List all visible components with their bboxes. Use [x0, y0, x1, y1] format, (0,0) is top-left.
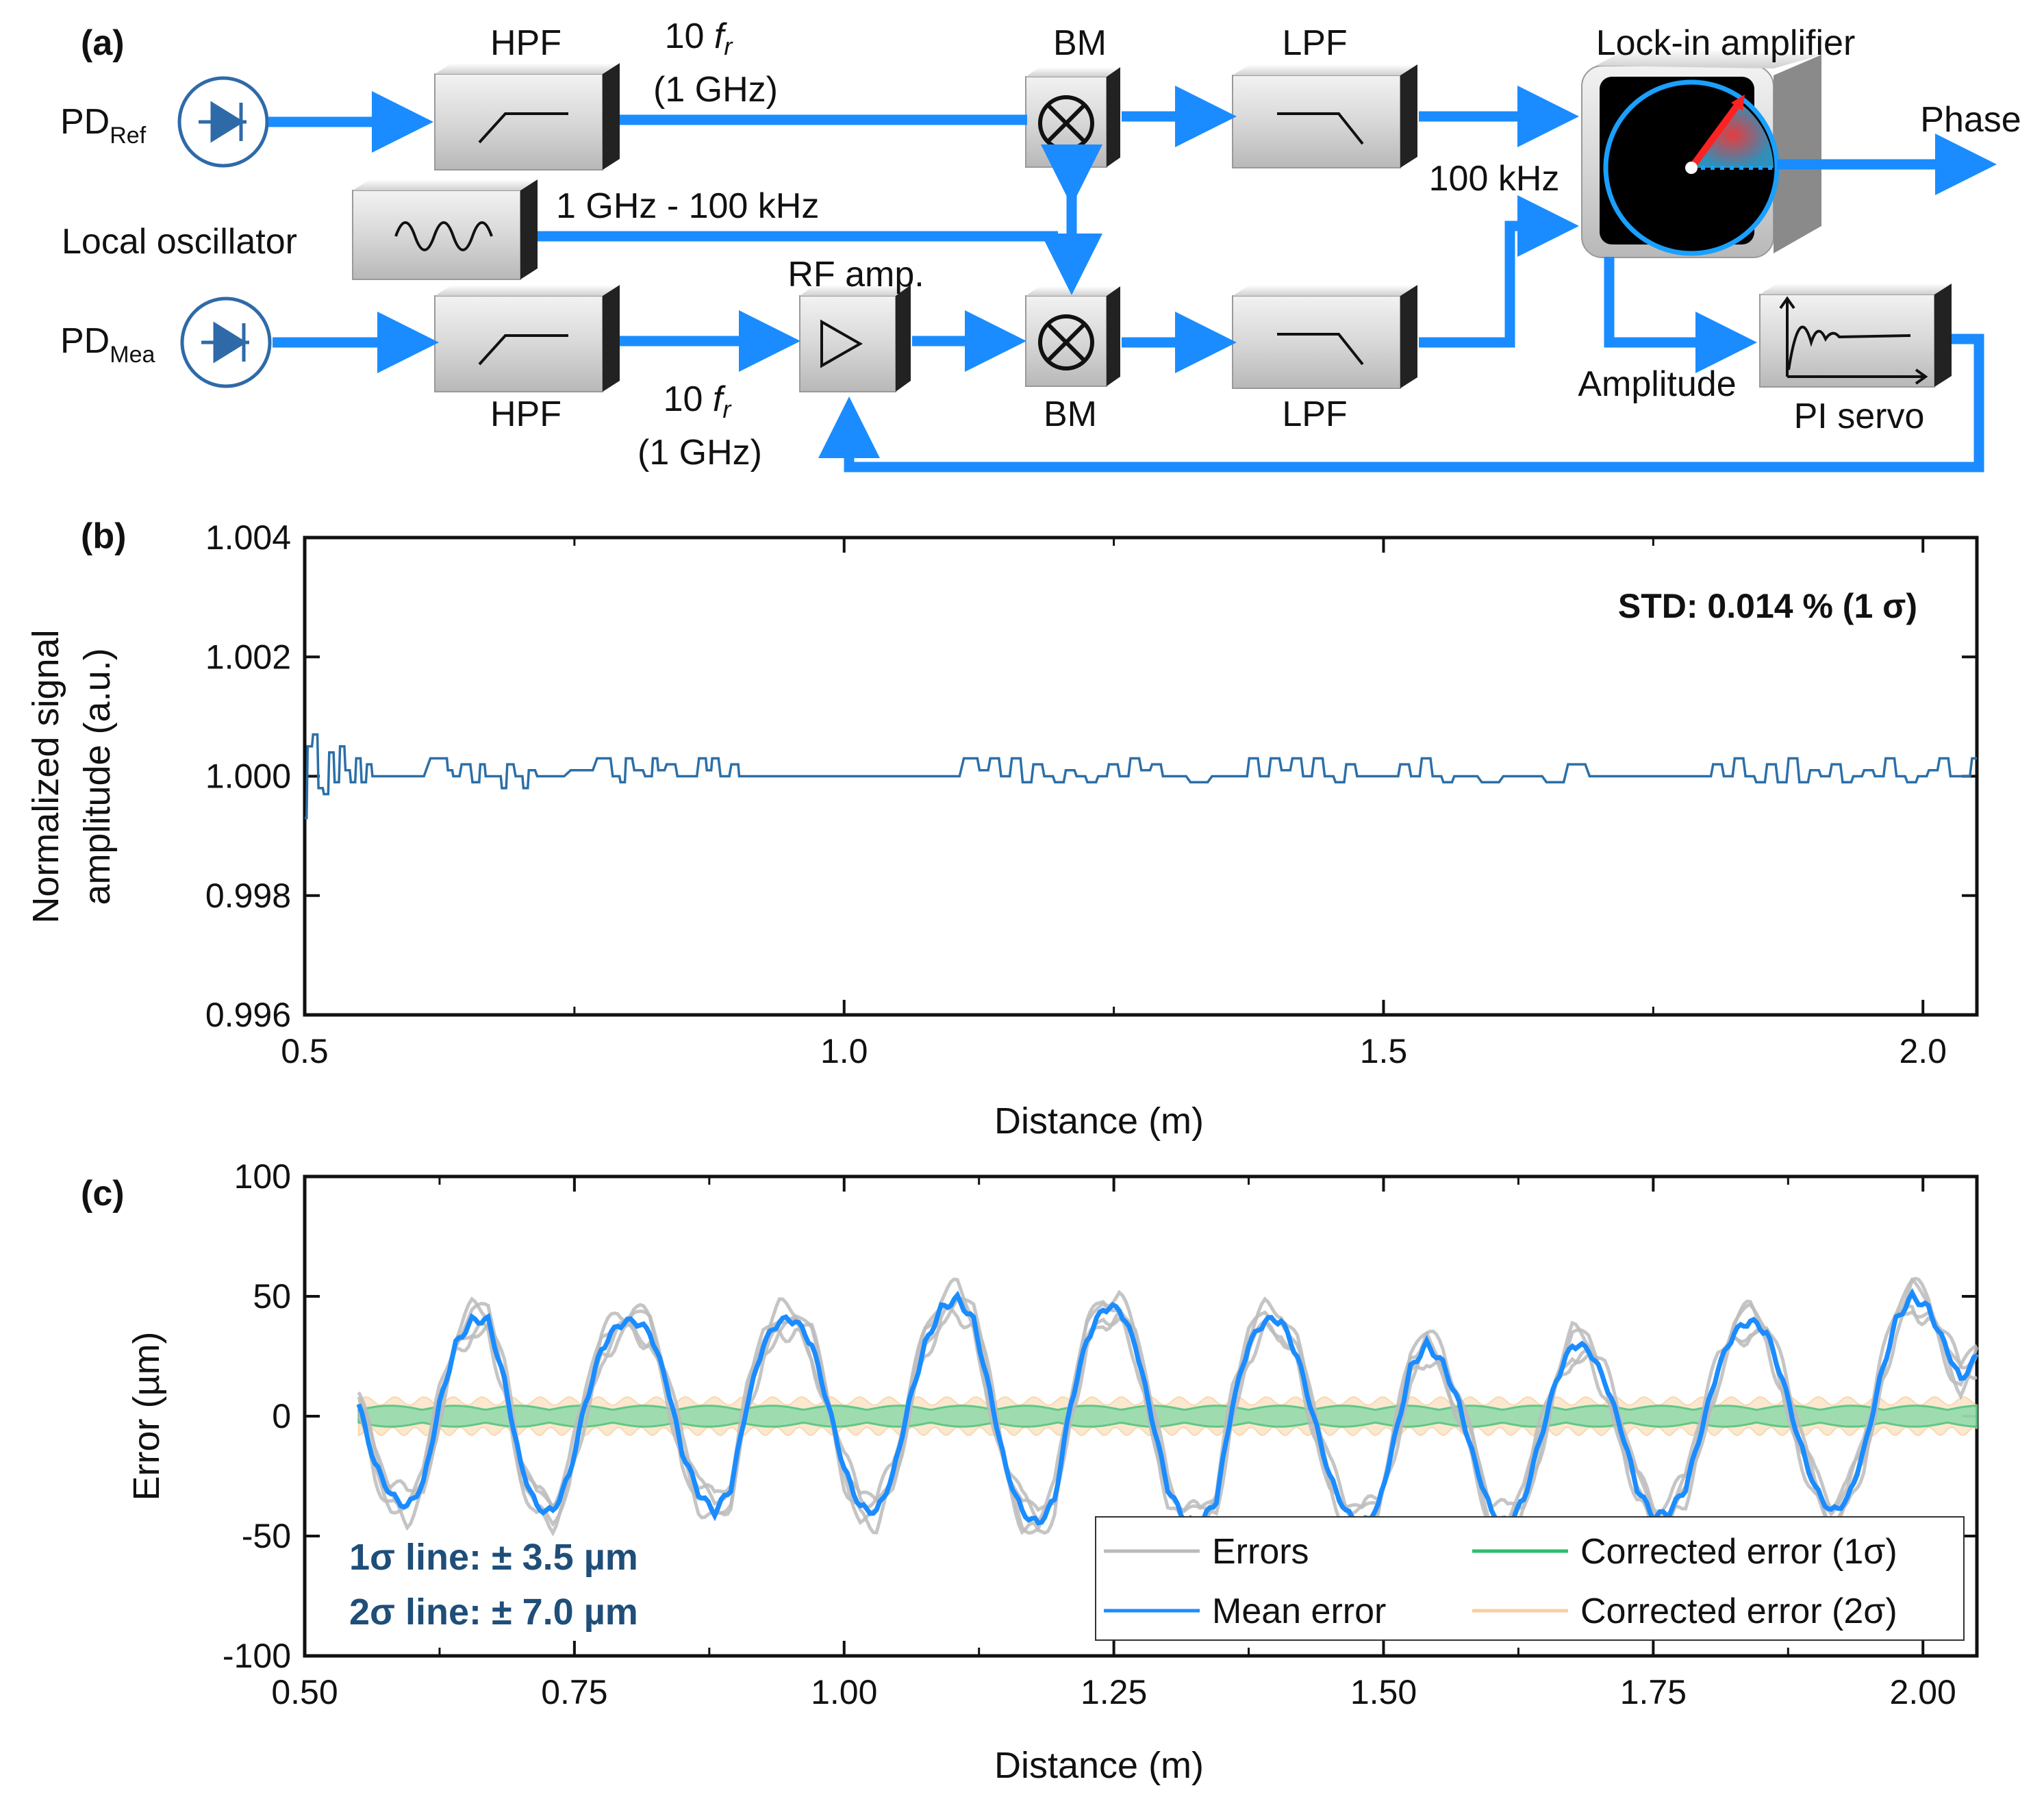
c-ytick-label: 100 [234, 1157, 291, 1196]
c-xtick-label: 2.00 [1890, 1673, 1956, 1711]
lock-in-amplifier-label: Lock-in amplifier [1596, 23, 1856, 63]
pi-servo-box [1759, 284, 1952, 388]
std-annotation: STD: 0.014 % (1 σ) [1618, 587, 1917, 625]
b-xtick-label: 1.0 [820, 1032, 868, 1070]
photodiode-mea-icon [180, 297, 272, 388]
panel-b-label: (b) [81, 516, 126, 556]
b-ytick-label: 0.998 [205, 877, 291, 915]
phase-label: Phase [1920, 100, 2021, 140]
c-xtick-label: 0.50 [271, 1673, 338, 1711]
b-xtick-label: 2.0 [1899, 1032, 1947, 1070]
block-diagram: (a) PDRef PDMea [60, 16, 2021, 473]
lock-in-amplifier-box [1581, 48, 1821, 258]
b-xtick-label: 1.5 [1360, 1032, 1408, 1070]
lpf-top-label: LPF [1282, 23, 1347, 63]
legend-label-corrected-2sigma: Corrected error (2σ) [1580, 1592, 1897, 1631]
x-axis-title-b: Distance (m) [994, 1100, 1204, 1142]
pi-servo-label: PI servo [1794, 397, 1925, 436]
freq-bottom-line1: 10 fr [664, 379, 733, 423]
legend-label-corrected-1sigma: Corrected error (1σ) [1580, 1532, 1897, 1572]
series-normalized-amplitude [305, 733, 1977, 820]
c-xtick-label: 0.75 [541, 1673, 607, 1711]
c-ytick-label: -50 [242, 1517, 291, 1555]
hpf-bottom-box [434, 285, 620, 392]
x-axis-title-c: Distance (m) [994, 1745, 1204, 1786]
bm-bottom-box [1025, 286, 1120, 387]
photodiode-ref-icon [177, 76, 269, 168]
freq-top-line1: 10 fr [665, 16, 734, 60]
legend: Errors Mean error Corrected error (1σ) C… [1095, 1516, 1965, 1641]
bm-top-box [1025, 67, 1120, 168]
local-oscillator-label: Local oscillator [62, 222, 297, 262]
freq-bottom-line2: (1 GHz) [638, 433, 762, 473]
bm-top-label: BM [1053, 23, 1107, 63]
local-oscillator-box [352, 179, 538, 280]
lpf-bottom-label: LPF [1282, 394, 1347, 434]
y-axis-title-b-line1: Normalized signal [25, 629, 66, 923]
series-mean-error [356, 1287, 1979, 1532]
signal-arrows [268, 86, 1997, 473]
lpf-top-box [1232, 64, 1417, 168]
y-axis-title-b-line2: amplitude (a.u.) [77, 648, 118, 905]
amplitude-chart: (b) 0.996 0.998 1.000 1.002 1.004 0.5 1.0 1.5 2… [25, 516, 1979, 1142]
b-xtick-label: 0.5 [281, 1032, 329, 1070]
b-ytick-label: 1.000 [205, 757, 291, 796]
panel-a-label: (a) [81, 23, 125, 63]
b-ytick-label: 1.002 [205, 638, 291, 676]
legend-box [1095, 1516, 1965, 1641]
error-chart: (c) -100 -50 0 50 100 0.50 0.75 1.00 1.25 1.50 1.… [81, 1157, 1979, 1786]
one-sigma-note: 1σ line: ± 3.5 µm [349, 1537, 638, 1578]
c-xtick-label: 1.75 [1620, 1673, 1687, 1711]
c-ytick-label: 50 [253, 1277, 291, 1316]
lo-freq-label: 1 GHz - 100 kHz [556, 186, 819, 226]
c-xtick-label: 1.00 [811, 1673, 877, 1711]
legend-label-mean: Mean error [1212, 1592, 1386, 1631]
lpf-bottom-box [1232, 285, 1417, 389]
two-sigma-note: 2σ line: ± 7.0 µm [349, 1592, 638, 1633]
amplitude-label: Amplitude [1578, 364, 1736, 404]
y-axis-title-c: Error (µm) [126, 1331, 167, 1500]
b-ytick-label: 0.996 [205, 996, 291, 1034]
rf-amp-box [799, 285, 911, 392]
legend-label-errors: Errors [1212, 1532, 1309, 1572]
hpf-top-label: HPF [490, 23, 562, 63]
freq-top-line2: (1 GHz) [653, 70, 778, 110]
rf-amp-label: RF amp. [787, 255, 924, 294]
c-ytick-label: -100 [223, 1637, 291, 1675]
if-freq-label: 100 kHz [1429, 159, 1560, 199]
pd-ref-label: PDRef [60, 102, 147, 149]
hpf-top-box [434, 63, 620, 171]
bm-bottom-label: BM [1044, 394, 1097, 434]
panel-c-label: (c) [81, 1174, 125, 1213]
b-ytick-label: 1.004 [205, 518, 291, 557]
c-xtick-label: 1.50 [1350, 1673, 1417, 1711]
band-corrected-1sigma [357, 1405, 1978, 1428]
pd-mea-label: PDMea [60, 321, 155, 368]
c-xtick-label: 1.25 [1081, 1673, 1147, 1711]
hpf-bottom-label: HPF [490, 394, 562, 434]
c-ytick-label: 0 [272, 1397, 291, 1435]
